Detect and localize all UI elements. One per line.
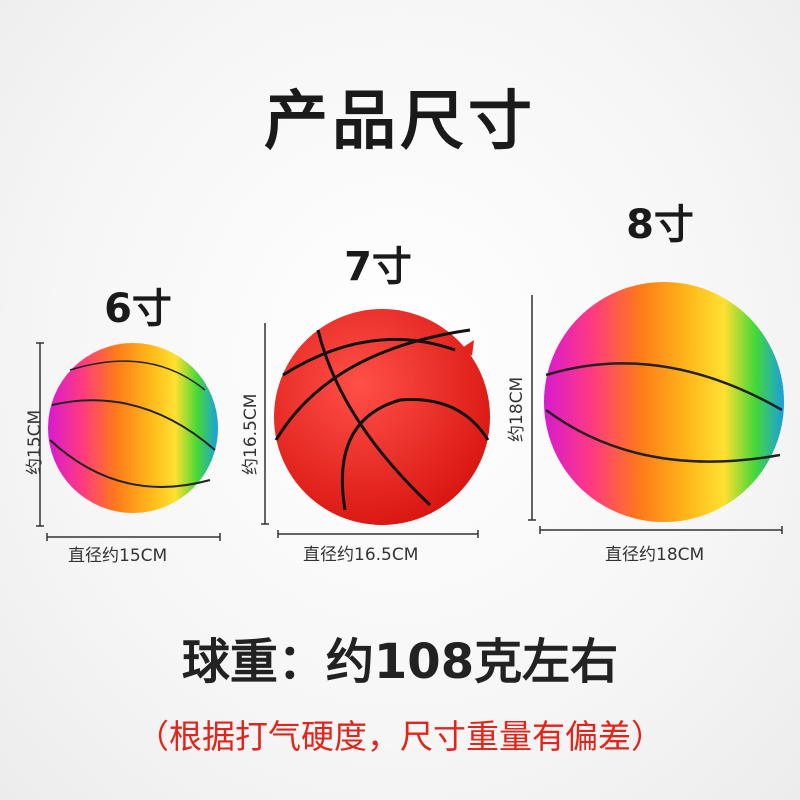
ball-7-inch <box>274 309 490 525</box>
height-label-8: 约18CM <box>507 376 527 442</box>
size-label-7: 7寸 <box>344 244 412 290</box>
diameter-label-7: 直径约16.5CM <box>303 545 419 565</box>
height-label-7: 约16.5CM <box>241 393 261 475</box>
weight-text: 球重：约108克左右 <box>181 634 619 690</box>
size-label-6: 6寸 <box>104 286 172 332</box>
height-label-6: 约15CM <box>25 409 45 475</box>
diameter-label-6: 直径约15CM <box>68 546 168 566</box>
page-title: 产品尺寸 <box>264 85 536 159</box>
dimension-lines <box>36 295 783 541</box>
size-label-8: 8寸 <box>626 202 694 248</box>
diameter-label-8: 直径约18CM <box>605 545 705 565</box>
ball-6-inch <box>48 343 218 513</box>
ball-8-inch <box>544 282 784 522</box>
note-text: （根据打气硬度，尺寸重量有偏差） <box>136 717 664 756</box>
